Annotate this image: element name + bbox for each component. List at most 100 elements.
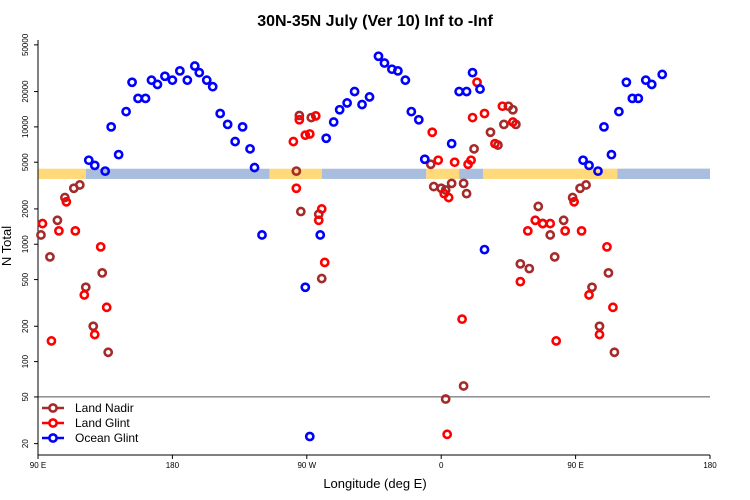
point-ocean-glint xyxy=(182,75,193,86)
band-land xyxy=(38,168,86,179)
point-ocean-glint xyxy=(578,155,588,166)
point-land-glint xyxy=(101,302,112,313)
point-ocean-glint xyxy=(599,121,609,132)
point-land-glint xyxy=(551,336,562,346)
x-tick-label: 180 xyxy=(166,461,180,470)
point-land-nadir xyxy=(469,143,479,154)
point-ocean-glint xyxy=(300,282,311,293)
point-land-glint xyxy=(443,192,454,203)
y-tick-label: 50 xyxy=(21,392,30,401)
point-ocean-glint xyxy=(467,67,478,78)
band-ocean xyxy=(459,168,484,179)
point-land-nadir xyxy=(425,159,436,170)
point-land-glint xyxy=(576,225,587,236)
point-land-nadir xyxy=(458,381,469,391)
point-land-nadir xyxy=(428,181,439,192)
point-ocean-glint xyxy=(167,75,178,86)
point-land-nadir xyxy=(80,282,91,293)
point-land-glint xyxy=(427,127,438,138)
y-tick-label: 5000 xyxy=(21,153,30,171)
point-land-glint xyxy=(304,129,315,139)
point-land-nadir xyxy=(581,180,591,190)
point-ocean-glint xyxy=(100,166,111,177)
point-ocean-glint xyxy=(237,121,248,132)
band-land xyxy=(483,168,618,179)
legend-marker-ocean-glint xyxy=(48,433,58,443)
point-ocean-glint xyxy=(342,98,353,108)
y-tick-label: 1000 xyxy=(21,235,30,253)
point-ocean-glint xyxy=(89,160,100,171)
point-ocean-glint xyxy=(189,61,200,71)
point-ocean-glint xyxy=(593,166,603,177)
point-land-glint xyxy=(479,108,490,119)
point-land-nadir xyxy=(545,230,556,240)
series-land-glint xyxy=(37,77,618,440)
point-land-glint xyxy=(70,225,81,236)
point-ocean-glint xyxy=(222,119,233,130)
point-land-glint xyxy=(560,225,571,236)
point-ocean-glint xyxy=(160,71,170,82)
point-land-nadir xyxy=(103,347,114,358)
point-land-glint xyxy=(522,225,533,236)
legend-label-land-glint: Land Glint xyxy=(75,416,130,430)
point-land-glint xyxy=(457,314,468,325)
point-land-nadir xyxy=(499,119,509,130)
point-land-glint xyxy=(467,112,478,123)
point-ocean-glint xyxy=(379,58,390,68)
point-land-glint xyxy=(545,218,556,229)
x-tick-label: 90 E xyxy=(567,461,583,470)
point-ocean-glint xyxy=(174,65,185,76)
point-ocean-glint xyxy=(584,160,594,171)
point-ocean-glint xyxy=(614,106,624,117)
point-land-nadir xyxy=(533,201,544,212)
point-ocean-glint xyxy=(194,67,205,78)
point-land-glint xyxy=(608,302,618,313)
point-land-nadir xyxy=(316,273,327,284)
point-ocean-glint xyxy=(230,136,241,147)
point-ocean-glint xyxy=(328,117,339,127)
point-land-nadir xyxy=(587,282,597,293)
point-ocean-glint xyxy=(475,84,485,94)
point-land-nadir xyxy=(603,267,614,278)
point-ocean-glint xyxy=(400,75,411,86)
point-land-glint xyxy=(288,136,299,147)
point-land-glint xyxy=(316,204,327,214)
band-land xyxy=(426,168,460,179)
point-ocean-glint xyxy=(133,93,143,104)
point-ocean-glint xyxy=(152,79,163,90)
series-ocean-glint xyxy=(83,51,668,442)
point-ocean-glint xyxy=(349,86,360,97)
y-tick-label: 10000 xyxy=(21,115,30,138)
x-tick-label: 90 E xyxy=(30,461,46,470)
point-ocean-glint xyxy=(633,93,644,104)
point-land-glint xyxy=(37,218,48,229)
point-land-nadir xyxy=(515,258,526,269)
point-land-nadir xyxy=(74,180,85,190)
point-ocean-glint xyxy=(257,230,267,240)
point-land-nadir xyxy=(52,215,63,226)
x-tick-label: 0 xyxy=(439,461,444,470)
point-land-glint xyxy=(594,329,605,340)
point-ocean-glint xyxy=(334,104,345,115)
point-land-nadir xyxy=(609,347,620,358)
point-ocean-glint xyxy=(621,77,632,88)
point-ocean-glint xyxy=(304,431,315,442)
point-land-glint xyxy=(291,183,302,194)
point-land-glint xyxy=(294,114,305,125)
point-ocean-glint xyxy=(127,77,137,88)
point-ocean-glint xyxy=(364,92,375,102)
point-ocean-glint xyxy=(113,149,124,160)
point-land-glint xyxy=(313,215,324,226)
point-land-glint xyxy=(61,196,72,207)
point-land-nadir xyxy=(97,267,108,278)
point-land-nadir xyxy=(594,321,605,332)
data-points xyxy=(36,51,668,442)
point-land-glint xyxy=(79,290,90,300)
chart-title: 30N-35N July (Ver 10) Inf to -Inf xyxy=(257,13,493,30)
legend-label-ocean-glint: Ocean Glint xyxy=(75,431,139,445)
point-land-glint xyxy=(449,157,460,168)
point-land-nadir xyxy=(88,321,99,332)
